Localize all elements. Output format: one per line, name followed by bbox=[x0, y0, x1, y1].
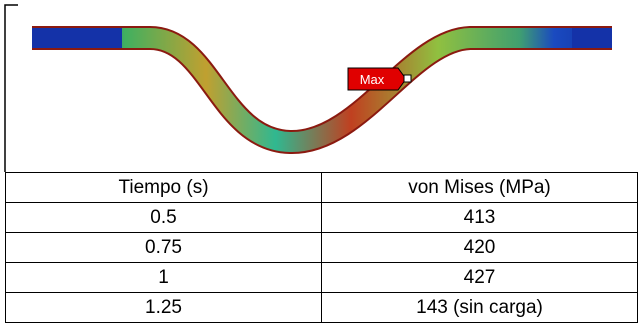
cell: 143 (sin carga) bbox=[322, 293, 638, 323]
page: Max Tiempo (s) von Mises (MPa) 0.5413 0.… bbox=[0, 0, 644, 327]
max-label: Max bbox=[360, 72, 385, 87]
cell: 1.25 bbox=[6, 293, 322, 323]
beam-end bbox=[32, 28, 122, 48]
cell: 0.5 bbox=[6, 203, 322, 233]
header-cell: von Mises (MPa) bbox=[322, 173, 638, 203]
max-point bbox=[404, 75, 411, 82]
cell: 413 bbox=[322, 203, 638, 233]
header-cell: Tiempo (s) bbox=[6, 173, 322, 203]
frame bbox=[5, 5, 18, 172]
cell: 420 bbox=[322, 233, 638, 263]
beam bbox=[32, 38, 612, 142]
figure: Max bbox=[0, 0, 644, 172]
cell: 0.75 bbox=[6, 233, 322, 263]
cell: 427 bbox=[322, 263, 638, 293]
beam-end bbox=[572, 28, 612, 48]
cell: 1 bbox=[6, 263, 322, 293]
header-row: Tiempo (s) von Mises (MPa) bbox=[6, 173, 638, 203]
